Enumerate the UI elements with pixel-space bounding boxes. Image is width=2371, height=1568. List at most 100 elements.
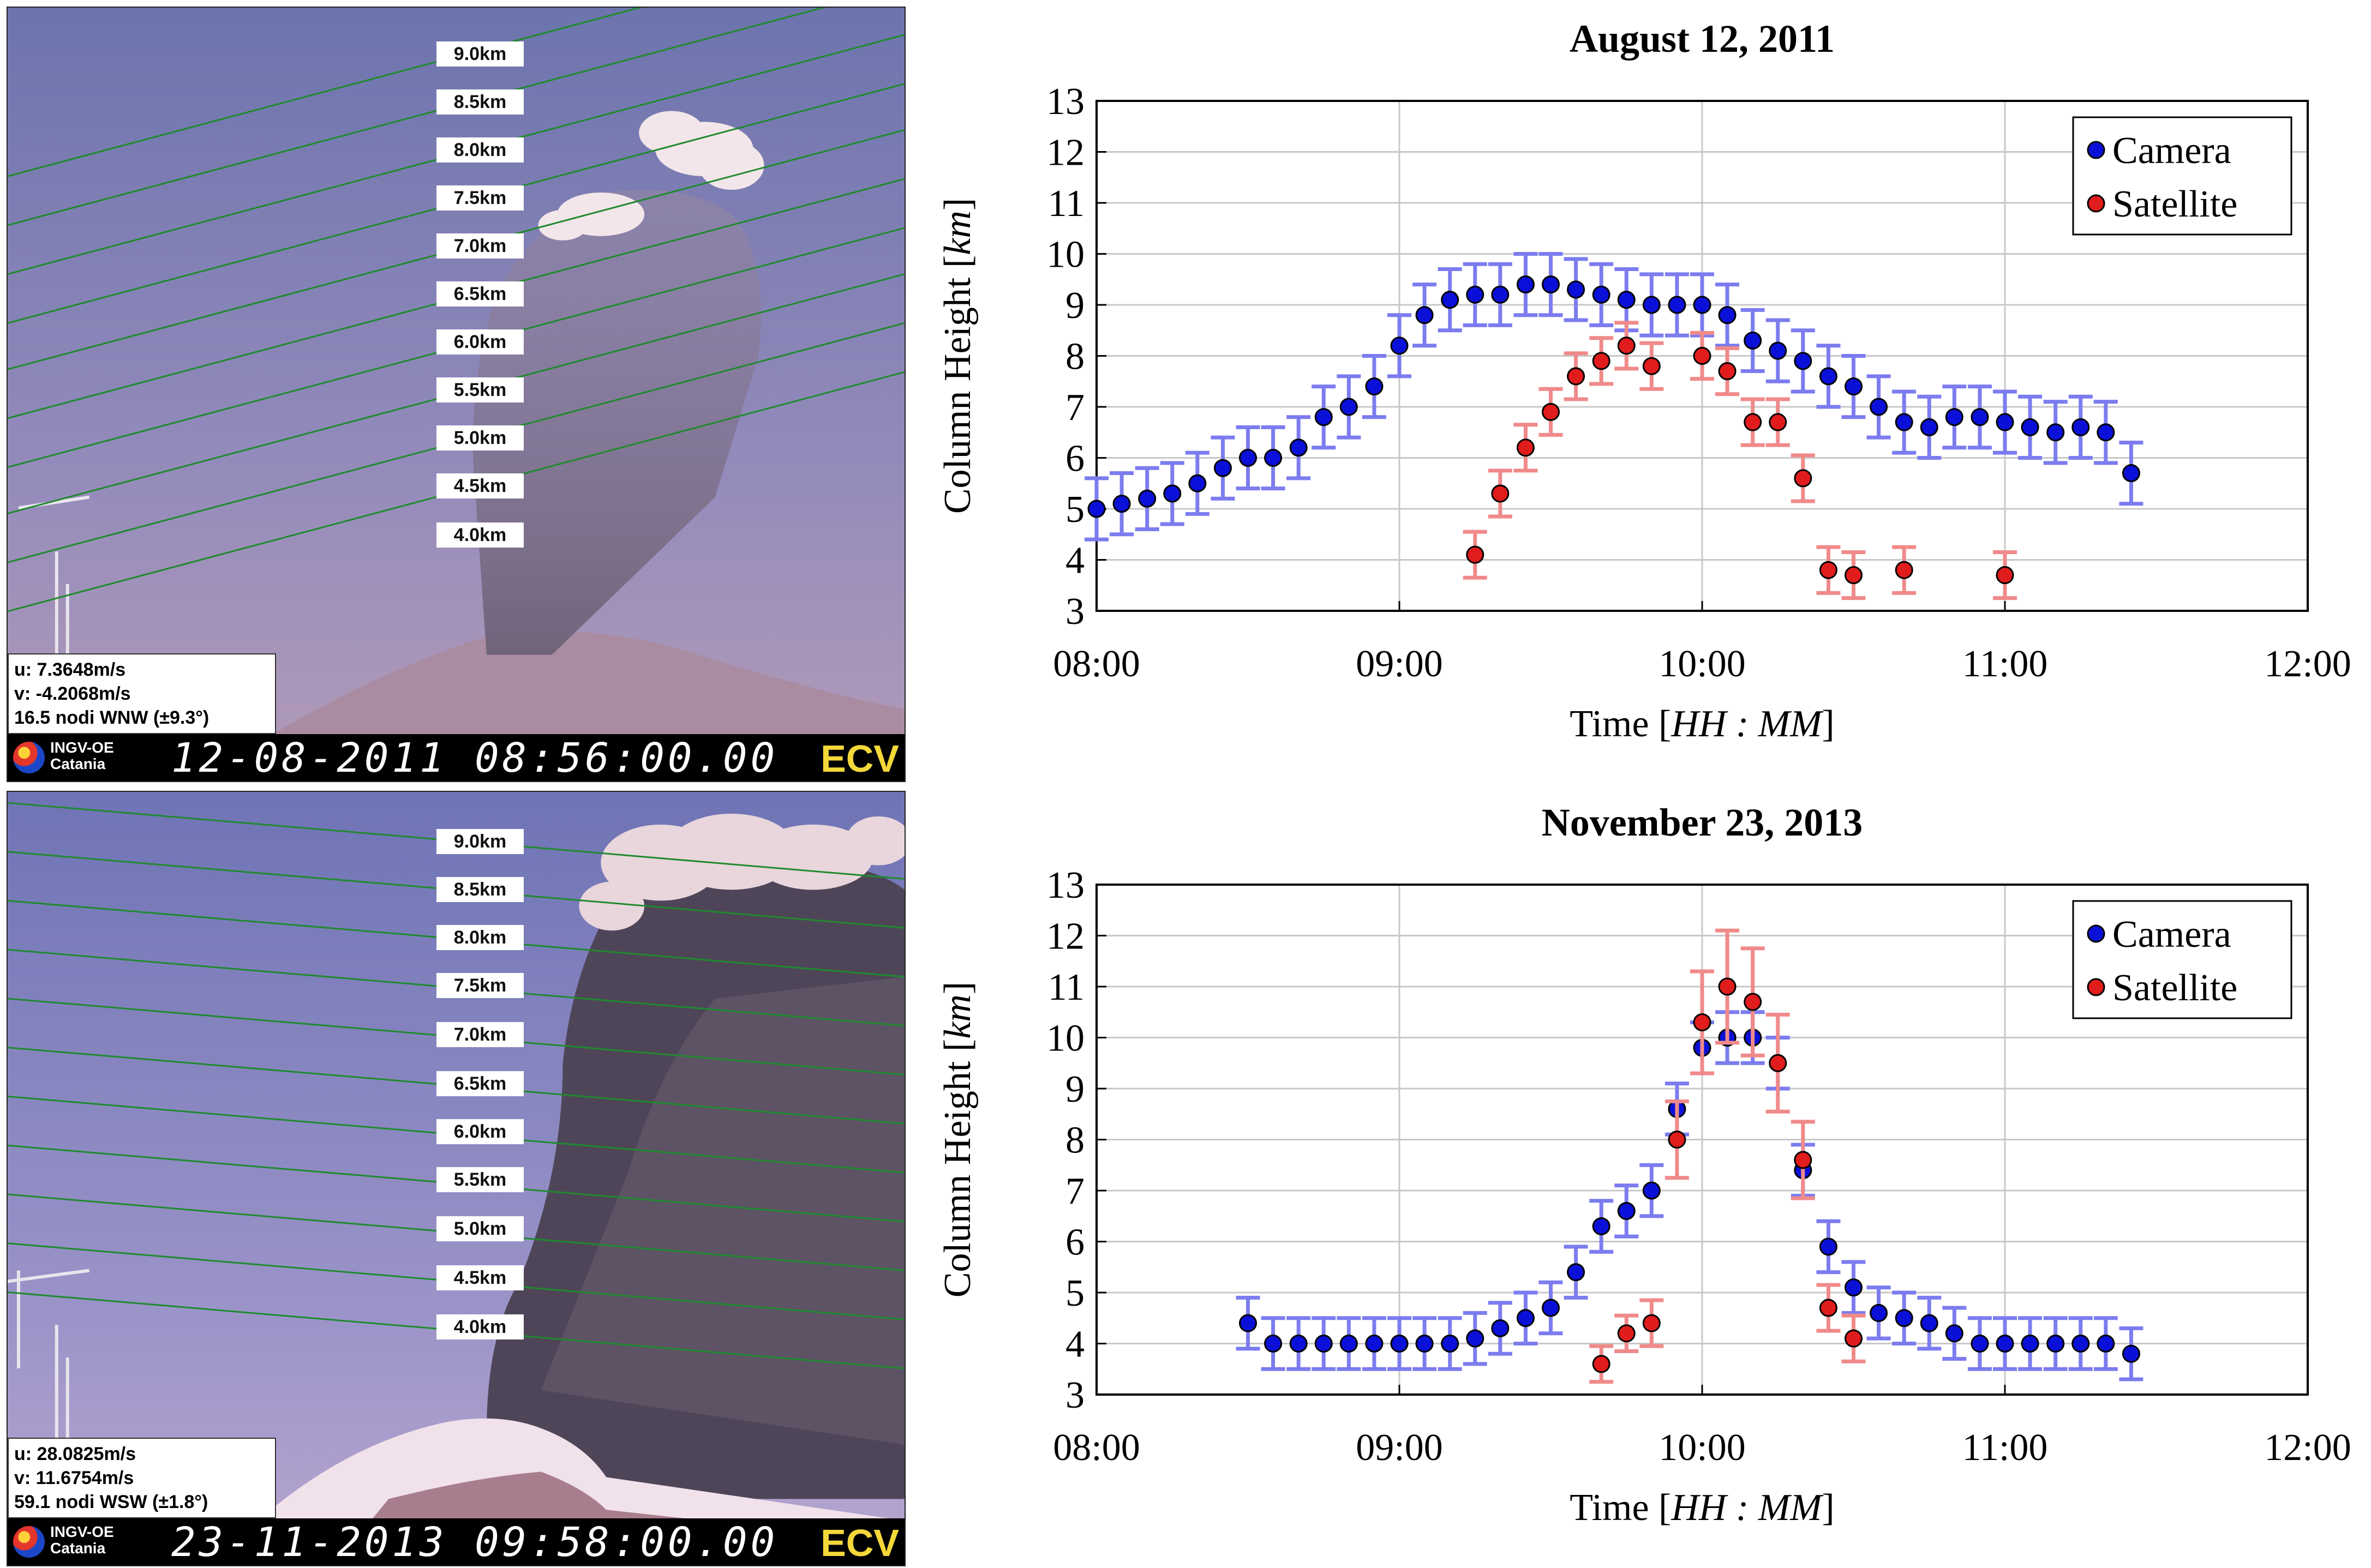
data-point: [1642, 1181, 1661, 1200]
data-point: [1592, 352, 1610, 370]
data-point: [1365, 377, 1384, 396]
y-axis-label-math: km: [937, 211, 979, 255]
height-label: 7.0km: [436, 233, 524, 259]
data-point: [1567, 280, 1585, 299]
wind-u: u: 7.3648m/s: [14, 659, 126, 680]
height-label: 9.0km: [436, 829, 524, 854]
data-point: [2097, 1335, 2115, 1353]
data-point: [1339, 398, 1358, 416]
y-tick-label: 13: [1046, 81, 1085, 123]
series-camera: [1085, 252, 2144, 542]
logo-text-line: INGV-OE: [50, 739, 114, 756]
wind-info-box: u: 28.0825m/s v: 11.6754m/s 59.1 nodi WS…: [8, 1438, 276, 1518]
data-point: [1491, 484, 1510, 503]
height-label: 9.0km: [436, 41, 524, 67]
data-point: [1819, 1237, 1837, 1256]
x-tick-label: 12:00: [2264, 1427, 2351, 1469]
data-point: [1390, 1335, 1409, 1353]
y-tick-label: 5: [1065, 1272, 1085, 1314]
legend: Camera Satellite: [2072, 116, 2292, 236]
data-point: [1920, 1314, 1938, 1332]
data-point: [1718, 977, 1737, 996]
data-point: [1744, 331, 1762, 350]
y-tick-label: 7: [1065, 387, 1085, 429]
data-point: [1542, 275, 1560, 294]
data-point: [1845, 1329, 1863, 1348]
y-tick-label: 6: [1065, 438, 1085, 480]
data-point: [1693, 296, 1711, 314]
data-point: [1769, 1054, 1787, 1072]
data-point: [1870, 1303, 1888, 1322]
data-point: [1617, 291, 1636, 309]
legend-marker: [2087, 978, 2105, 996]
data-point: [1138, 489, 1157, 508]
data-point: [1945, 408, 1963, 426]
ingv-logo-icon: [13, 742, 45, 773]
logo-text-line: INGV-OE: [50, 1523, 114, 1540]
height-label: 7.0km: [436, 1022, 524, 1047]
data-point: [1617, 1201, 1636, 1220]
data-point: [2046, 1335, 2065, 1353]
data-point: [1945, 1324, 1963, 1343]
data-point: [1744, 413, 1762, 431]
x-tick-label: 09:00: [1356, 643, 1442, 685]
data-point: [1971, 1335, 1989, 1353]
x-tick-label: 08:00: [1053, 643, 1140, 685]
y-tick-label: 5: [1065, 489, 1085, 531]
x-axis-label-close: ]: [1822, 703, 1834, 745]
y-axis-label: Column Height [km]: [937, 982, 979, 1297]
height-label: 6.0km: [436, 329, 524, 355]
data-point: [1289, 438, 1308, 457]
y-tick-label: 9: [1065, 285, 1085, 327]
y-tick-label: 3: [1065, 591, 1085, 633]
plot-frame: [1095, 884, 2309, 1396]
data-point: [1314, 1335, 1333, 1353]
height-label: 4.0km: [436, 1314, 524, 1339]
ash-column-shade: [541, 977, 905, 1445]
data-point: [1188, 474, 1207, 492]
y-tick-label: 6: [1065, 1222, 1085, 1264]
data-point: [2071, 418, 2090, 436]
x-tick-label: 10:00: [1658, 643, 1745, 685]
data-point: [1895, 561, 1913, 579]
height-label: 5.0km: [436, 425, 524, 450]
data-point: [1441, 291, 1459, 309]
data-point: [1971, 408, 1989, 426]
data-point: [1466, 1329, 1484, 1348]
y-tick-label: 8: [1065, 336, 1085, 378]
data-point: [1668, 1131, 1686, 1149]
data-point: [2021, 1335, 2039, 1353]
data-point: [1264, 449, 1283, 467]
camera-status-bar: INGV-OE Catania 23-11-2013 09:58:00.00 E…: [8, 1518, 905, 1565]
data-point: [1592, 1217, 1610, 1235]
y-tick-label: 7: [1065, 1170, 1085, 1212]
logo-text: INGV-OE Catania: [50, 740, 114, 772]
wind-speed-direction: 16.5 nodi WNW (±9.3°): [14, 707, 209, 728]
x-tick-label: 09:00: [1356, 1427, 1442, 1469]
y-axis-label-math: km: [937, 994, 979, 1039]
height-label: 6.5km: [436, 281, 524, 307]
y-tick-label: 10: [1046, 1018, 1085, 1060]
logo-text: INGV-OE Catania: [50, 1524, 114, 1557]
height-label: 5.5km: [436, 377, 524, 402]
plume-cloud: [538, 111, 764, 241]
x-tick-label: 08:00: [1053, 1427, 1140, 1469]
data-point: [1567, 367, 1585, 386]
x-tick-label: 12:00: [2264, 643, 2351, 685]
data-point: [1668, 296, 1686, 314]
data-point: [1794, 1151, 1812, 1169]
height-label: 7.5km: [436, 185, 524, 211]
timestamp: 23-11-2013 09:58:00.00: [171, 1519, 779, 1566]
legend-label: Camera: [2112, 914, 2231, 956]
data-point: [2021, 418, 2039, 436]
y-tick-label: 11: [1048, 966, 1085, 1008]
y-tick-label: 12: [1046, 916, 1085, 958]
height-label: 8.0km: [436, 925, 524, 950]
data-point: [1491, 285, 1510, 304]
x-tick-label: 10:00: [1658, 1427, 1745, 1469]
data-point: [1996, 566, 2014, 585]
data-point: [1516, 275, 1535, 294]
data-point: [1239, 449, 1257, 467]
height-label: 4.5km: [436, 473, 524, 498]
wind-info-box: u: 7.3648m/s v: -4.2068m/s 16.5 nodi WNW…: [8, 653, 276, 734]
